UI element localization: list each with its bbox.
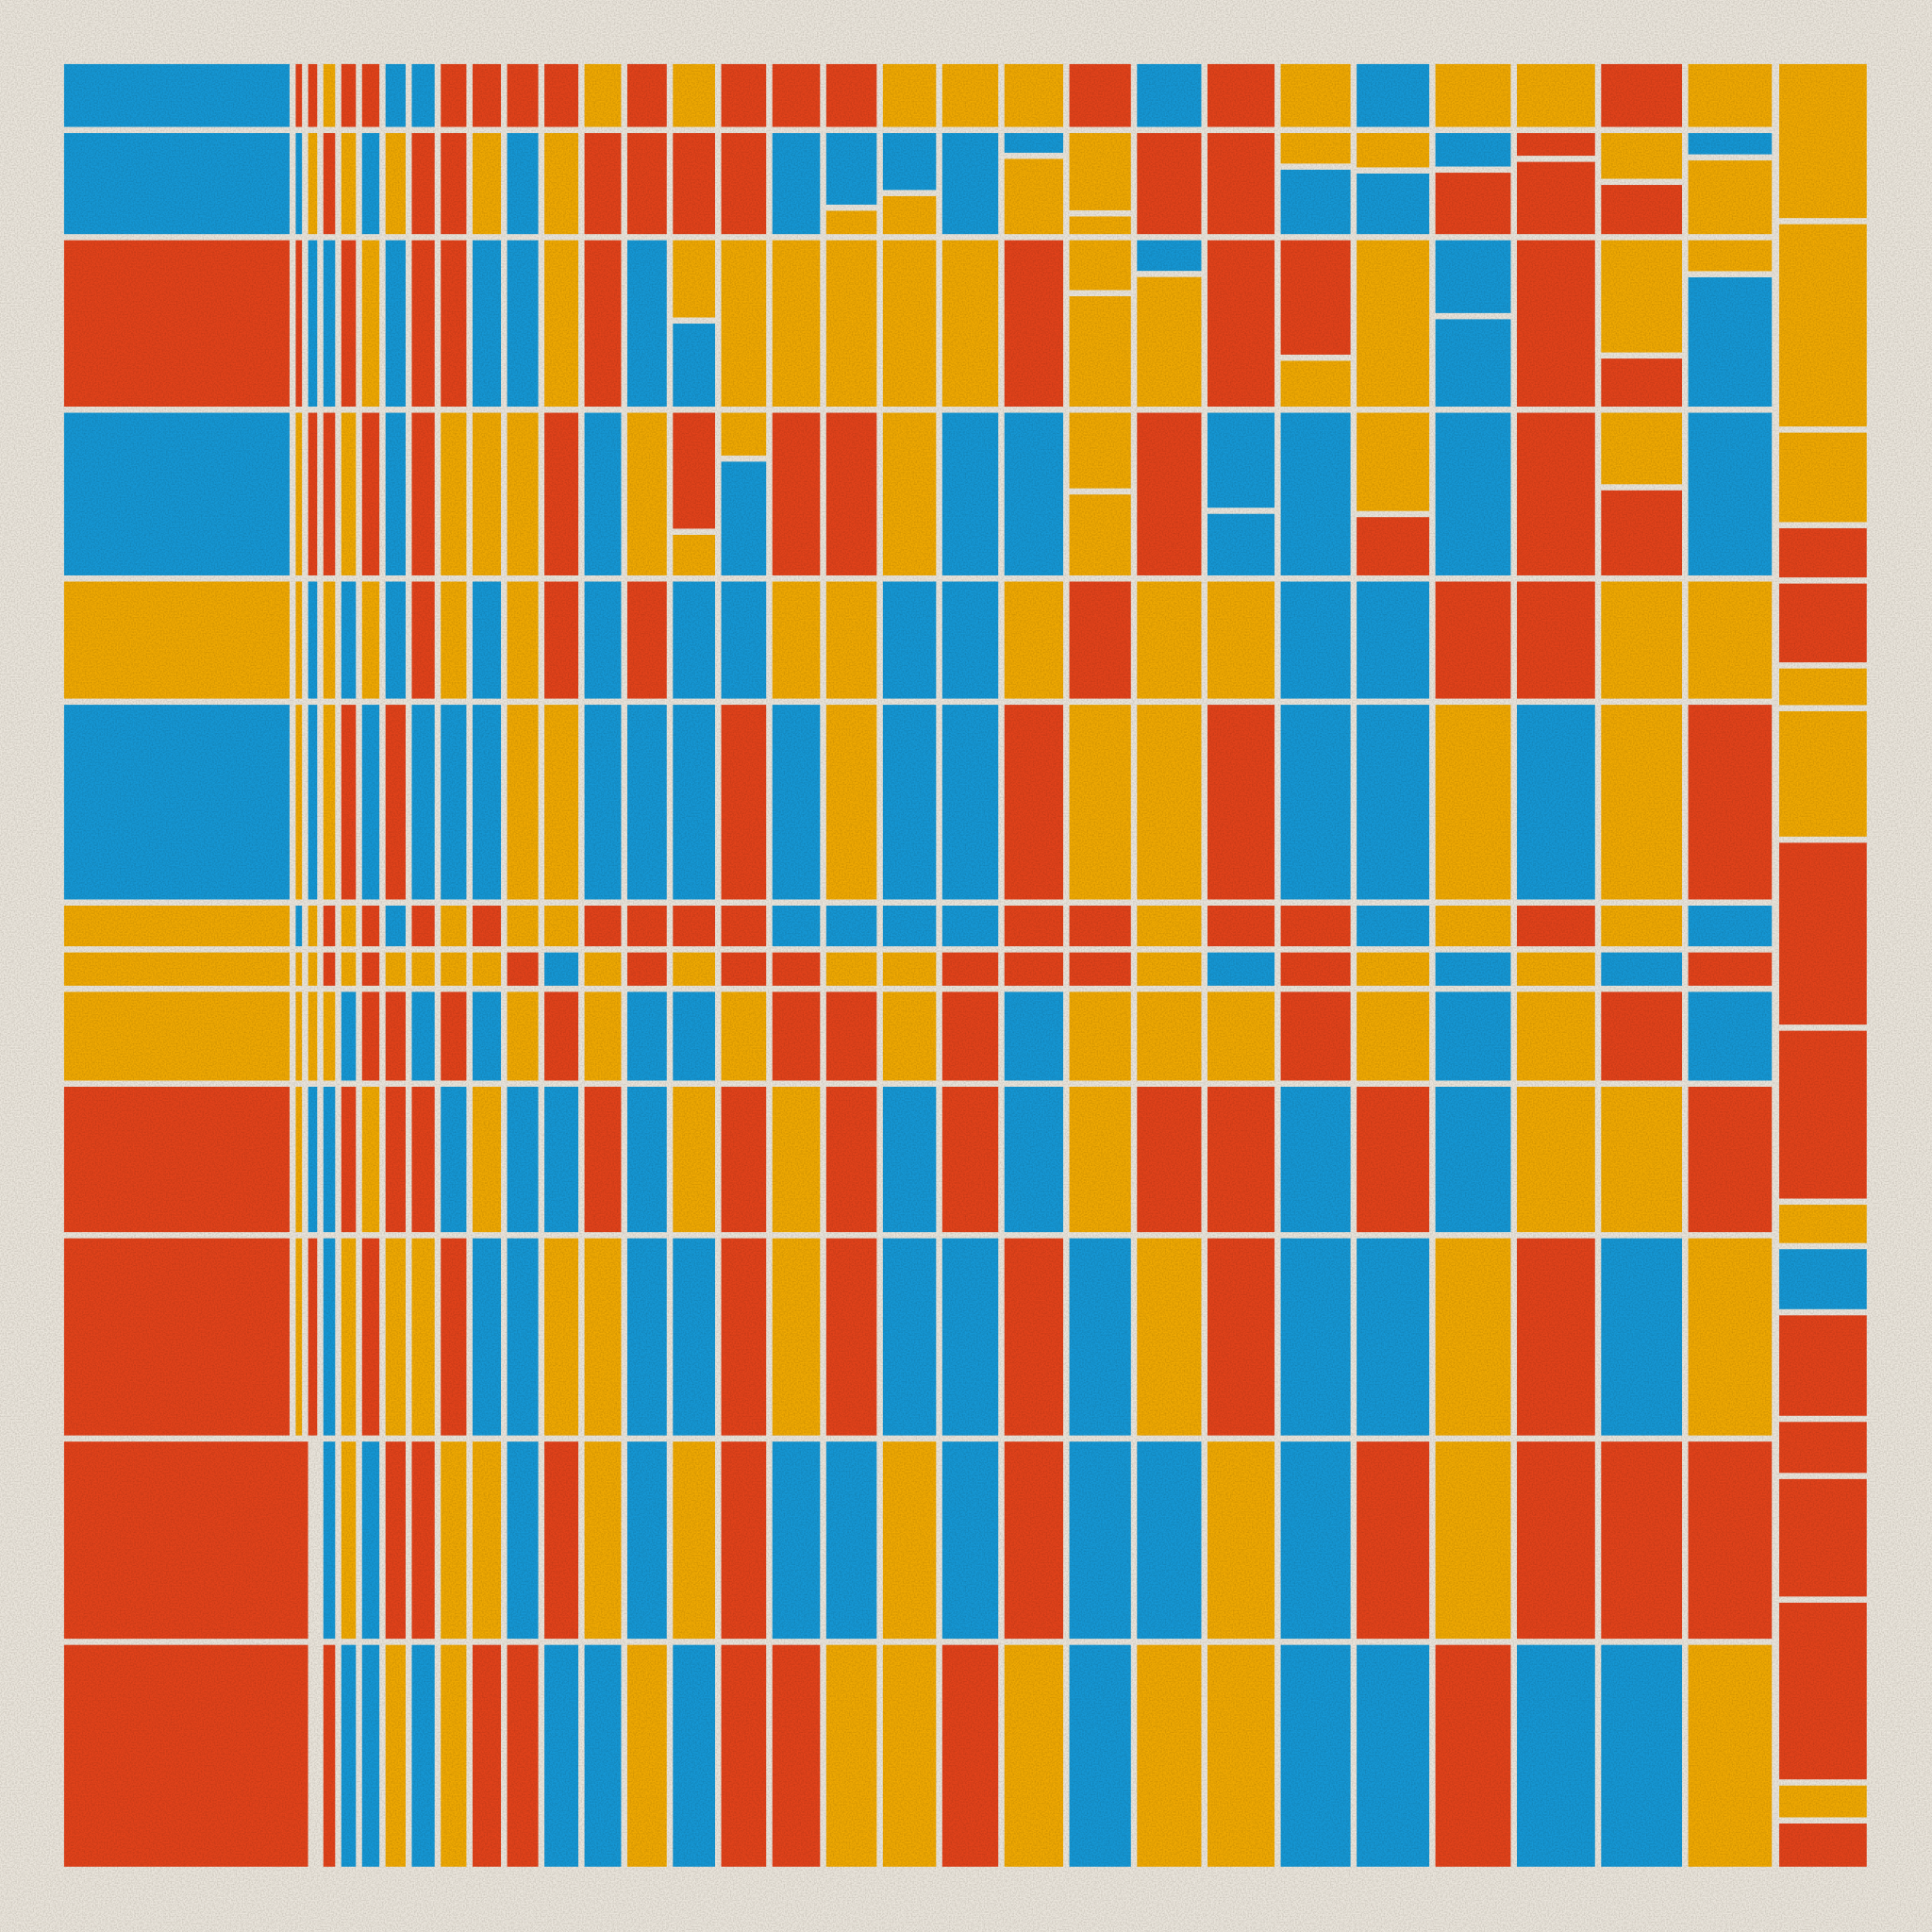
paper-texture bbox=[0, 0, 1932, 1932]
page: {} html, body { margin: 0; padding: 0; w… bbox=[0, 0, 1932, 1932]
page-body: (() => { JSON.parse(document.getElementB… bbox=[0, 0, 1932, 1932]
artwork bbox=[0, 0, 1932, 1932]
